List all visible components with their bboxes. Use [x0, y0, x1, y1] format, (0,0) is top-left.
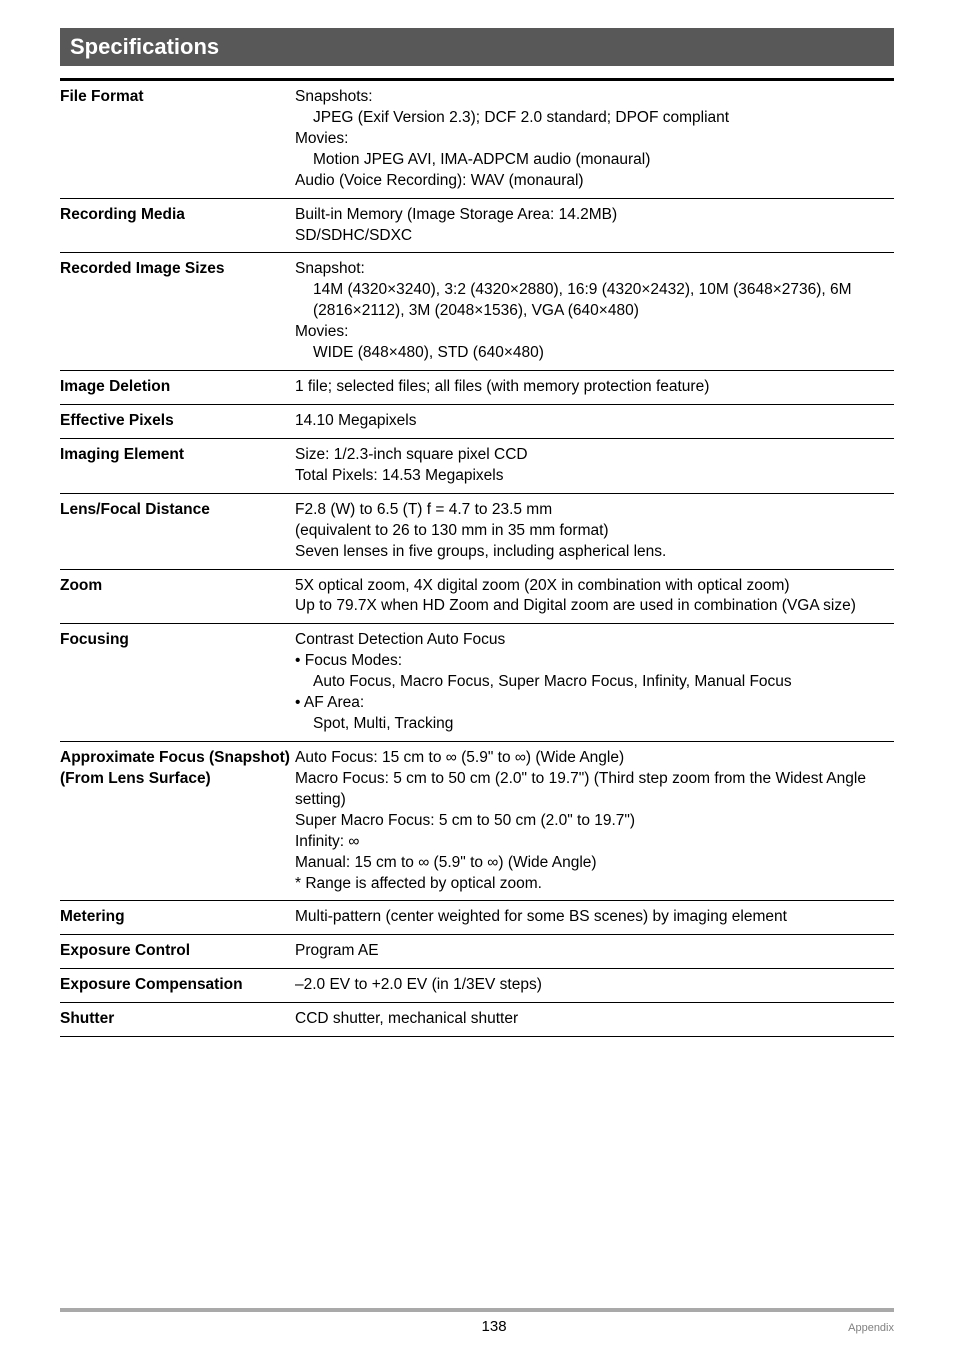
spec-label: Shutter	[60, 1003, 295, 1037]
table-row: MeteringMulti-pattern (center weighted f…	[60, 901, 894, 935]
spec-value: Size: 1/2.3-inch square pixel CCDTotal P…	[295, 438, 894, 493]
spec-value: 5X optical zoom, 4X digital zoom (20X in…	[295, 569, 894, 624]
spec-label: Focusing	[60, 624, 295, 742]
spec-label: File Format	[60, 80, 295, 199]
spec-value-line: SD/SDHC/SDXC	[295, 226, 890, 247]
spec-value: –2.0 EV to +2.0 EV (in 1/3EV steps)	[295, 969, 894, 1003]
table-row: Exposure ControlProgram AE	[60, 935, 894, 969]
spec-label: Lens/Focal Distance	[60, 493, 295, 569]
spec-value-line: Spot, Multi, Tracking	[295, 714, 890, 735]
spec-label: Recording Media	[60, 198, 295, 253]
spec-value-line: • Focus Modes:	[295, 651, 890, 672]
spec-value-line: Size: 1/2.3-inch square pixel CCD	[295, 445, 890, 466]
spec-value: F2.8 (W) to 6.5 (T) f = 4.7 to 23.5 mm(e…	[295, 493, 894, 569]
spec-value-line: Seven lenses in five groups, including a…	[295, 542, 890, 563]
spec-value: Contrast Detection Auto Focus• Focus Mod…	[295, 624, 894, 742]
spec-value-line: Auto Focus, Macro Focus, Super Macro Foc…	[295, 672, 890, 693]
spec-value-line: Snapshots:	[295, 87, 890, 108]
spec-value: Snapshots:JPEG (Exif Version 2.3); DCF 2…	[295, 80, 894, 199]
spec-value-line: Audio (Voice Recording): WAV (monaural)	[295, 171, 890, 192]
table-row: Approximate Focus (Snapshot)(From Lens S…	[60, 741, 894, 900]
spec-value-line: WIDE (848×480), STD (640×480)	[295, 343, 890, 364]
spec-value-line: Auto Focus: 15 cm to ∞ (5.9" to ∞) (Wide…	[295, 748, 890, 769]
table-row: Effective Pixels14.10 Megapixels	[60, 404, 894, 438]
spec-label: Effective Pixels	[60, 404, 295, 438]
spec-label: Recorded Image Sizes	[60, 253, 295, 371]
spec-value-line: Motion JPEG AVI, IMA-ADPCM audio (monaur…	[295, 150, 890, 171]
spec-label: Exposure Compensation	[60, 969, 295, 1003]
table-row: Recording MediaBuilt-in Memory (Image St…	[60, 198, 894, 253]
table-row: FocusingContrast Detection Auto Focus• F…	[60, 624, 894, 742]
spec-value: CCD shutter, mechanical shutter	[295, 1003, 894, 1037]
spec-value-line: 14M (4320×3240), 3:2 (4320×2880), 16:9 (…	[295, 280, 890, 322]
footer-rule	[60, 1308, 894, 1312]
spec-value-line: Up to 79.7X when HD Zoom and Digital zoo…	[295, 596, 890, 617]
spec-label: Image Deletion	[60, 371, 295, 405]
spec-value-line: Super Macro Focus: 5 cm to 50 cm (2.0" t…	[295, 811, 890, 832]
spec-value-line: 14.10 Megapixels	[295, 411, 890, 432]
table-row: Exposure Compensation–2.0 EV to +2.0 EV …	[60, 969, 894, 1003]
spec-value-line: Snapshot:	[295, 259, 890, 280]
footer-section-label: Appendix	[848, 1322, 894, 1334]
spec-value-line: Contrast Detection Auto Focus	[295, 630, 890, 651]
table-row: File FormatSnapshots:JPEG (Exif Version …	[60, 80, 894, 199]
spec-value: 1 file; selected files; all files (with …	[295, 371, 894, 405]
page-footer: 138 Appendix	[0, 1308, 954, 1335]
spec-value-line: Multi-pattern (center weighted for some …	[295, 907, 890, 928]
table-row: Recorded Image SizesSnapshot:14M (4320×3…	[60, 253, 894, 371]
spec-value-line: Infinity: ∞	[295, 832, 890, 853]
table-row: Zoom5X optical zoom, 4X digital zoom (20…	[60, 569, 894, 624]
footer-row: 138 Appendix	[60, 1318, 894, 1335]
spec-value-line: Macro Focus: 5 cm to 50 cm (2.0" to 19.7…	[295, 769, 890, 811]
spec-value-line: Total Pixels: 14.53 Megapixels	[295, 466, 890, 487]
spec-label: Approximate Focus (Snapshot)(From Lens S…	[60, 741, 295, 900]
spec-value-line: Movies:	[295, 129, 890, 150]
table-row: Imaging ElementSize: 1/2.3-inch square p…	[60, 438, 894, 493]
spec-value-line: Movies:	[295, 322, 890, 343]
spec-value-line: * Range is affected by optical zoom.	[295, 874, 890, 895]
spec-label: Imaging Element	[60, 438, 295, 493]
spec-value-line: Built-in Memory (Image Storage Area: 14.…	[295, 205, 890, 226]
spec-label: Metering	[60, 901, 295, 935]
spec-value-line: F2.8 (W) to 6.5 (T) f = 4.7 to 23.5 mm	[295, 500, 890, 521]
specifications-table: File FormatSnapshots:JPEG (Exif Version …	[60, 78, 894, 1037]
spec-value: Program AE	[295, 935, 894, 969]
spec-value: Auto Focus: 15 cm to ∞ (5.9" to ∞) (Wide…	[295, 741, 894, 900]
spec-value-line: 1 file; selected files; all files (with …	[295, 377, 890, 398]
spec-value-line: Program AE	[295, 941, 890, 962]
spec-value-line: –2.0 EV to +2.0 EV (in 1/3EV steps)	[295, 975, 890, 996]
spec-value: Snapshot:14M (4320×3240), 3:2 (4320×2880…	[295, 253, 894, 371]
spec-value-line: 5X optical zoom, 4X digital zoom (20X in…	[295, 576, 890, 597]
spec-value: Built-in Memory (Image Storage Area: 14.…	[295, 198, 894, 253]
spec-value-line: (equivalent to 26 to 130 mm in 35 mm for…	[295, 521, 890, 542]
spec-label: Exposure Control	[60, 935, 295, 969]
page: Specifications File FormatSnapshots:JPEG…	[0, 0, 954, 1357]
page-number: 138	[482, 1318, 507, 1335]
spec-value-line: CCD shutter, mechanical shutter	[295, 1009, 890, 1030]
spec-label: Zoom	[60, 569, 295, 624]
table-row: ShutterCCD shutter, mechanical shutter	[60, 1003, 894, 1037]
spec-value: Multi-pattern (center weighted for some …	[295, 901, 894, 935]
spec-value: 14.10 Megapixels	[295, 404, 894, 438]
spec-value-line: JPEG (Exif Version 2.3); DCF 2.0 standar…	[295, 108, 890, 129]
table-row: Image Deletion1 file; selected files; al…	[60, 371, 894, 405]
spec-value-line: • AF Area:	[295, 693, 890, 714]
section-title: Specifications	[60, 28, 894, 66]
table-row: Lens/Focal DistanceF2.8 (W) to 6.5 (T) f…	[60, 493, 894, 569]
spec-value-line: Manual: 15 cm to ∞ (5.9" to ∞) (Wide Ang…	[295, 853, 890, 874]
